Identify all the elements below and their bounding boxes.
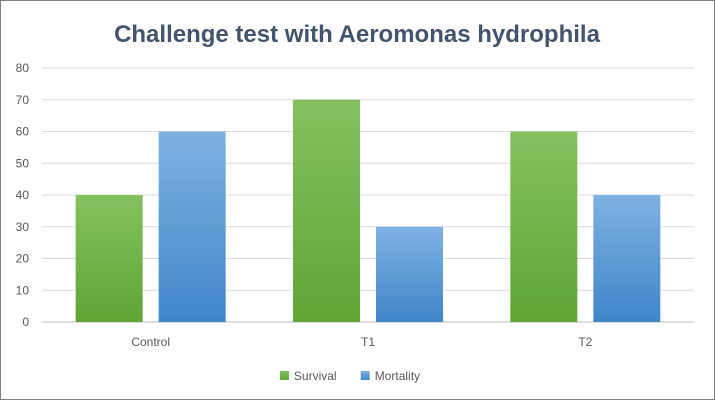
y-tick-label: 10 <box>16 283 30 297</box>
chart-title: Challenge test with Aeromonas hydrophila <box>114 21 601 48</box>
bar-survival-t1 <box>293 99 360 322</box>
y-tick-label: 40 <box>16 188 30 202</box>
y-tick-label: 30 <box>16 220 30 234</box>
bar-survival-t2 <box>510 131 578 322</box>
bar-mortality-control <box>158 131 226 322</box>
y-tick-label: 20 <box>16 252 30 266</box>
bar-mortality-t1 <box>376 226 443 322</box>
y-tick-label: 70 <box>16 93 30 107</box>
y-tick-label: 80 <box>16 61 30 75</box>
bars <box>75 99 661 322</box>
x-tick-label: Control <box>131 335 170 349</box>
legend-swatch-survival <box>279 371 289 380</box>
bar-mortality-t2 <box>593 195 661 322</box>
bar-survival-control <box>75 195 143 322</box>
gridlines <box>42 67 694 323</box>
y-tick-label: 60 <box>16 125 30 139</box>
legend-label-survival: Survival <box>294 369 337 383</box>
x-tick-label: T2 <box>578 335 592 349</box>
legend-label-mortality: Mortality <box>375 369 420 383</box>
y-tick-label: 50 <box>16 156 30 170</box>
legend-swatch-mortality <box>360 371 370 380</box>
x-tick-label: T1 <box>361 335 375 349</box>
y-axis-ticks: 0 10 20 30 40 50 60 70 80 <box>16 61 30 329</box>
y-tick-label: 0 <box>22 315 29 329</box>
x-axis-ticks: Control T1 T2 <box>131 335 592 349</box>
legend: Survival Mortality <box>279 369 420 383</box>
